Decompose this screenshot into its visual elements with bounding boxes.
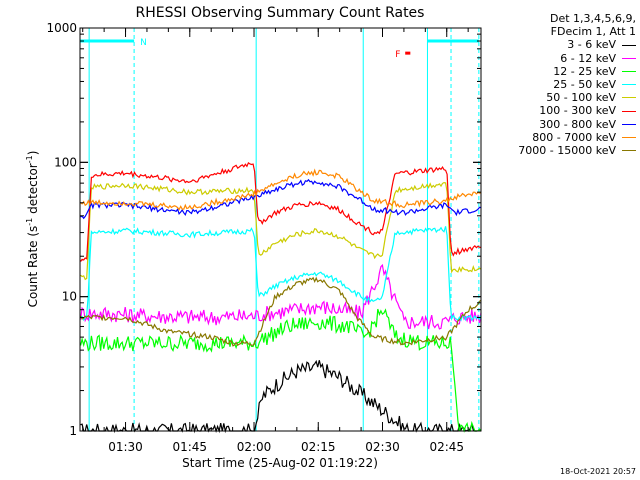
- series-line-2: [80, 308, 482, 433]
- x-tick-label-1: 01:45: [172, 440, 207, 454]
- series-line-0: [80, 359, 482, 434]
- legend-entry-label: 6 - 12 keV: [560, 51, 616, 65]
- y-axis-label-main: Count Rate (s: [26, 226, 40, 308]
- legend-swatch: [622, 44, 636, 46]
- legend-swatch: [622, 84, 636, 86]
- annotation-label-2: F: [395, 50, 400, 60]
- plot-frame: [79, 27, 482, 432]
- chart-title: RHESSI Observing Summary Count Rates: [136, 5, 425, 21]
- legend-entry-label: 100 - 300 keV: [539, 104, 616, 118]
- legend-entry-label: 300 - 800 keV: [539, 117, 616, 131]
- series-line-5: [80, 161, 482, 262]
- series-lines: [80, 161, 482, 434]
- legend-entry-2: 12 - 25 keV: [486, 65, 636, 78]
- series-line-7: [80, 168, 482, 211]
- legend-header-line-2: FDecim 1, Att 1: [550, 25, 636, 39]
- legend-swatch: [622, 110, 636, 112]
- legend-entry-label: 50 - 100 keV: [546, 91, 616, 105]
- x-tick-label-0: 01:30: [108, 440, 143, 454]
- legend-entry-label: 3 - 6 keV: [567, 38, 616, 52]
- y-tick-label-0: 1: [69, 424, 77, 438]
- x-tick-label-4: 02:30: [365, 440, 400, 454]
- legend-entry-label: 7000 - 15000 keV: [518, 144, 616, 158]
- y-tick-label-3: 1000: [46, 21, 77, 35]
- legend-entry-8: 7000 - 15000 keV: [486, 144, 636, 157]
- legend-swatch: [622, 97, 636, 99]
- x-axis: 01:30 01:45 02:00 02:15 02:30 02:45: [82, 28, 469, 454]
- series-line-3: [80, 226, 482, 322]
- legend-header-line-1: Det 1,3,4,5,6,9,: [549, 12, 636, 25]
- series-line-4: [80, 181, 482, 281]
- y-axis: 1 10 100 1000: [46, 21, 481, 438]
- legend-entry-7: 800 - 7000 keV: [486, 131, 636, 144]
- y-tick-label-2: 100: [54, 155, 77, 169]
- series-line-6: [80, 178, 482, 220]
- legend-swatch: [622, 150, 636, 152]
- legend-swatch: [622, 136, 636, 138]
- legend-entry-label: 800 - 7000 keV: [532, 130, 616, 144]
- legend-entry-4: 50 - 100 keV: [486, 91, 636, 104]
- y-axis-label-sup2: -1: [25, 155, 34, 163]
- legend-entry-0: 3 - 6 keV: [486, 38, 636, 51]
- legend-swatch: [622, 123, 636, 125]
- x-tick-label-5: 02:45: [429, 440, 464, 454]
- x-tick-label-3: 02:15: [301, 440, 336, 454]
- series-line-1: [80, 263, 482, 330]
- legend-swatch: [622, 70, 636, 72]
- y-axis-label: Count Rate (s-1 detector-1): [25, 151, 40, 308]
- legend-entry-label: 12 - 25 keV: [553, 64, 616, 78]
- legend-entries: 3 - 6 keV 6 - 12 keV 12 - 25 keV 25 - 50 ke…: [486, 38, 636, 157]
- legend-entry-6: 300 - 800 keV: [486, 118, 636, 131]
- y-axis-label-sup1: -1: [25, 218, 34, 226]
- y-axis-label-end: ): [26, 151, 40, 156]
- y-axis-label-mid: detector: [26, 163, 40, 218]
- legend-entry-label: 25 - 50 keV: [553, 78, 616, 92]
- annotation-bars: NF: [80, 38, 479, 60]
- y-tick-label-1: 10: [62, 290, 77, 304]
- series-line-8: [80, 276, 482, 347]
- legend-entry-3: 25 - 50 keV: [486, 78, 636, 91]
- legend-swatch: [622, 57, 636, 59]
- footer-timestamp: 18-Oct-2021 20:57: [560, 467, 636, 476]
- legend-entry-5: 100 - 300 keV: [486, 104, 636, 117]
- x-tick-label-2: 02:00: [237, 440, 272, 454]
- legend: Det 1,3,4,5,6,9, FDecim 1, Att 1 3 - 6 k…: [486, 12, 636, 157]
- x-axis-label: Start Time (25-Aug-02 01:19:22): [182, 456, 378, 470]
- legend-entry-1: 6 - 12 keV: [486, 52, 636, 65]
- annotation-label-0: N: [140, 38, 147, 48]
